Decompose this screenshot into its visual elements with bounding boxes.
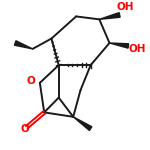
Polygon shape [73,117,92,130]
Polygon shape [99,13,120,19]
Text: OH: OH [117,2,134,12]
Text: O: O [27,76,36,86]
Text: O: O [21,124,30,134]
Polygon shape [14,41,33,49]
Polygon shape [110,43,129,48]
Text: OH: OH [128,44,146,54]
